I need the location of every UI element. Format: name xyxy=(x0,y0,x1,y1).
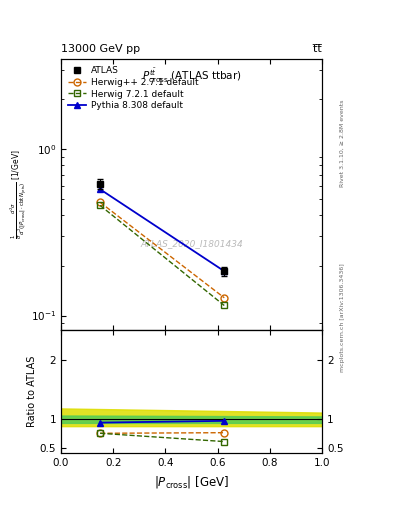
Y-axis label: Ratio to ATLAS: Ratio to ATLAS xyxy=(27,356,37,427)
X-axis label: $|P_{\mathrm{cross}}|$ [GeV]: $|P_{\mathrm{cross}}|$ [GeV] xyxy=(154,474,229,489)
Y-axis label: $\frac{1}{\sigma}\frac{d^2\sigma}{d^2(|P_{\mathrm{cross}}|\cdot\mathrm{cbt}\,N_{: $\frac{1}{\sigma}\frac{d^2\sigma}{d^2(|P… xyxy=(9,150,29,239)
Legend: ATLAS, Herwig++ 2.7.1 default, Herwig 7.2.1 default, Pythia 8.308 default: ATLAS, Herwig++ 2.7.1 default, Herwig 7.… xyxy=(65,63,201,113)
Text: Rivet 3.1.10, ≥ 2.8M events: Rivet 3.1.10, ≥ 2.8M events xyxy=(340,100,345,187)
Text: ATLAS_2020_I1801434: ATLAS_2020_I1801434 xyxy=(140,239,243,248)
Text: mcplots.cern.ch [arXiv:1306.3436]: mcplots.cern.ch [arXiv:1306.3436] xyxy=(340,263,345,372)
Text: 13000 GeV pp: 13000 GeV pp xyxy=(61,44,140,54)
Text: t̅t̅: t̅t̅ xyxy=(314,44,322,54)
Text: $P^{t\bar{t}}_{\mathrm{cross}}$ (ATLAS ttbar): $P^{t\bar{t}}_{\mathrm{cross}}$ (ATLAS t… xyxy=(142,67,241,86)
